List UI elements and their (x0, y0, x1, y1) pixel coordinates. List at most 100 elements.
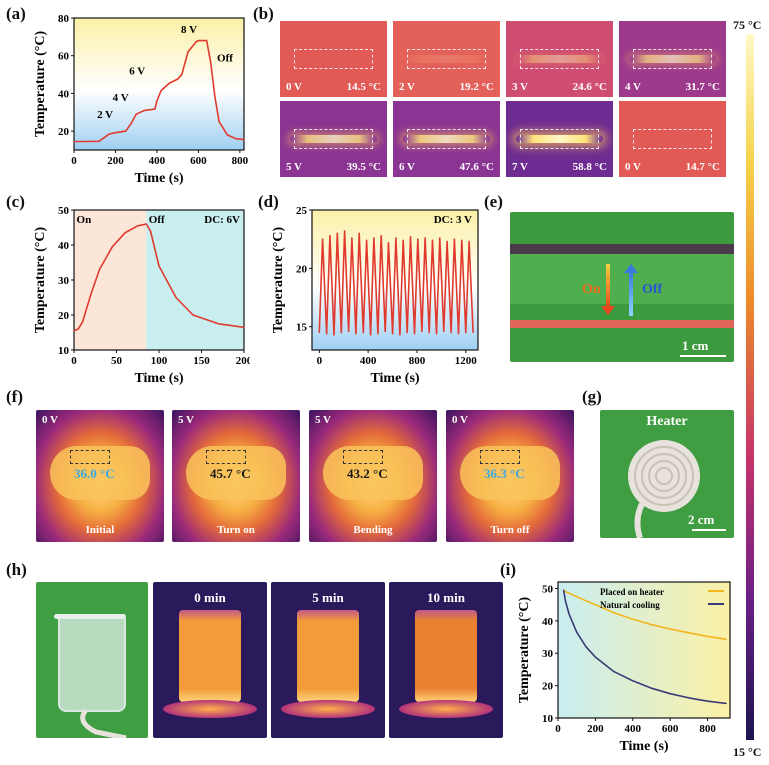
y-axis-label: Temperature (°C) (517, 597, 532, 704)
heating-glow (516, 55, 603, 63)
y-tick-label: 20 (58, 310, 70, 322)
data-point (585, 600, 587, 602)
beaker-icon (58, 618, 126, 712)
colorbar (746, 34, 754, 740)
data-point (563, 589, 565, 591)
chart-d: 0 400 800 1200 15 20 25 Time (s) Temperature (°C… (271, 205, 479, 386)
caption: Bending (353, 524, 393, 536)
data-point (243, 326, 245, 328)
voltage-label: 0 V (452, 414, 468, 426)
data-point (214, 96, 216, 98)
data-point (340, 331, 342, 334)
hand-shape (186, 446, 286, 500)
data-point (343, 230, 346, 232)
x-tick-label: 200 (587, 723, 604, 735)
photo-h-beaker (36, 582, 148, 738)
thermal-tile: 0 V 14.7 °C (619, 101, 726, 177)
data-point (706, 700, 709, 702)
temperature-label: 14.7 °C (685, 161, 720, 173)
data-point (192, 314, 194, 316)
data-point (210, 62, 212, 64)
heater-base (281, 700, 375, 718)
measure-box (520, 129, 599, 149)
data-point (369, 334, 372, 336)
voltage-label: 3 V (512, 81, 528, 93)
heating-glow (403, 135, 490, 143)
data-point (446, 240, 448, 243)
x-tick-label: 400 (360, 355, 377, 367)
heating-glow (290, 135, 377, 143)
panel-label-d: (d) (258, 192, 279, 211)
photo-g: Heater 2 cm (600, 410, 734, 538)
voltage-label: 0 V (286, 81, 302, 93)
x-axis-label: Time (s) (370, 371, 419, 386)
y-tick-label: 80 (58, 13, 70, 25)
off-label: Off (642, 282, 663, 297)
off-region (146, 210, 244, 350)
data-point (175, 296, 177, 299)
annotation: Off (217, 52, 233, 64)
annotation: DC: 6V (204, 214, 240, 226)
on-label: On (582, 282, 601, 297)
voltage-label: 5 V (315, 414, 331, 426)
x-axis-label: Time (s) (134, 371, 183, 386)
data-point (336, 232, 338, 234)
temperature-label: 19.2 °C (459, 81, 494, 93)
panel-label-a: (a) (6, 4, 26, 23)
data-point (98, 268, 101, 271)
x-tick-label: 200 (107, 155, 124, 167)
y-tick-label: 30 (58, 275, 70, 287)
thermal-hand-image: 5 V 43.2 °C Bending (309, 410, 437, 542)
temperature-label: 36.3 °C (484, 466, 525, 481)
y-tick-label: 50 (58, 205, 70, 217)
x-tick-label: 400 (625, 723, 642, 735)
heating-glow (629, 55, 716, 63)
data-point (81, 321, 84, 323)
data-point (380, 235, 382, 237)
chart-i: 0 200 400 600 800 10 20 30 40 50 Time (s) Temperatu… (517, 581, 731, 754)
data-point (154, 108, 156, 110)
scale-bar-g (692, 529, 726, 531)
data-point (158, 265, 160, 267)
data-point (85, 140, 88, 143)
data-point (402, 239, 404, 241)
data-point (355, 333, 357, 335)
x-tick-label: 0 (71, 355, 77, 367)
data-point (365, 239, 368, 241)
beaker-heat (297, 610, 359, 702)
data-point (149, 230, 152, 232)
panel-label-h: (h) (6, 560, 27, 579)
y-tick-label: 10 (58, 345, 70, 357)
voltage-label: 0 V (42, 414, 58, 426)
hand-shape (323, 446, 423, 500)
data-point (568, 613, 570, 615)
data-point (669, 693, 671, 695)
data-point (688, 632, 690, 634)
data-point (613, 671, 615, 673)
data-point (594, 656, 596, 658)
annotation: DC: 3 V (434, 214, 472, 226)
off-arrowhead-icon (624, 264, 638, 273)
data-point (564, 591, 567, 593)
data-point (399, 334, 401, 336)
data-point (322, 238, 324, 240)
data-point (111, 246, 113, 248)
data-point (108, 133, 110, 135)
heater-base (399, 700, 493, 718)
plot-background (74, 18, 244, 150)
y-tick-label: 40 (542, 616, 554, 628)
beaker-heat (179, 610, 241, 702)
hand-shape (50, 446, 150, 500)
data-point (468, 240, 470, 243)
data-point (168, 82, 170, 84)
data-point (688, 697, 690, 699)
data-point (143, 109, 146, 111)
data-point (177, 78, 179, 80)
data-point (187, 51, 189, 53)
data-point (218, 121, 220, 123)
x-tick-label: 0 (555, 723, 561, 735)
data-point (217, 323, 220, 325)
temperature-label: 24.6 °C (572, 81, 607, 93)
measure-box (520, 49, 599, 69)
beaker-rim (54, 614, 126, 619)
